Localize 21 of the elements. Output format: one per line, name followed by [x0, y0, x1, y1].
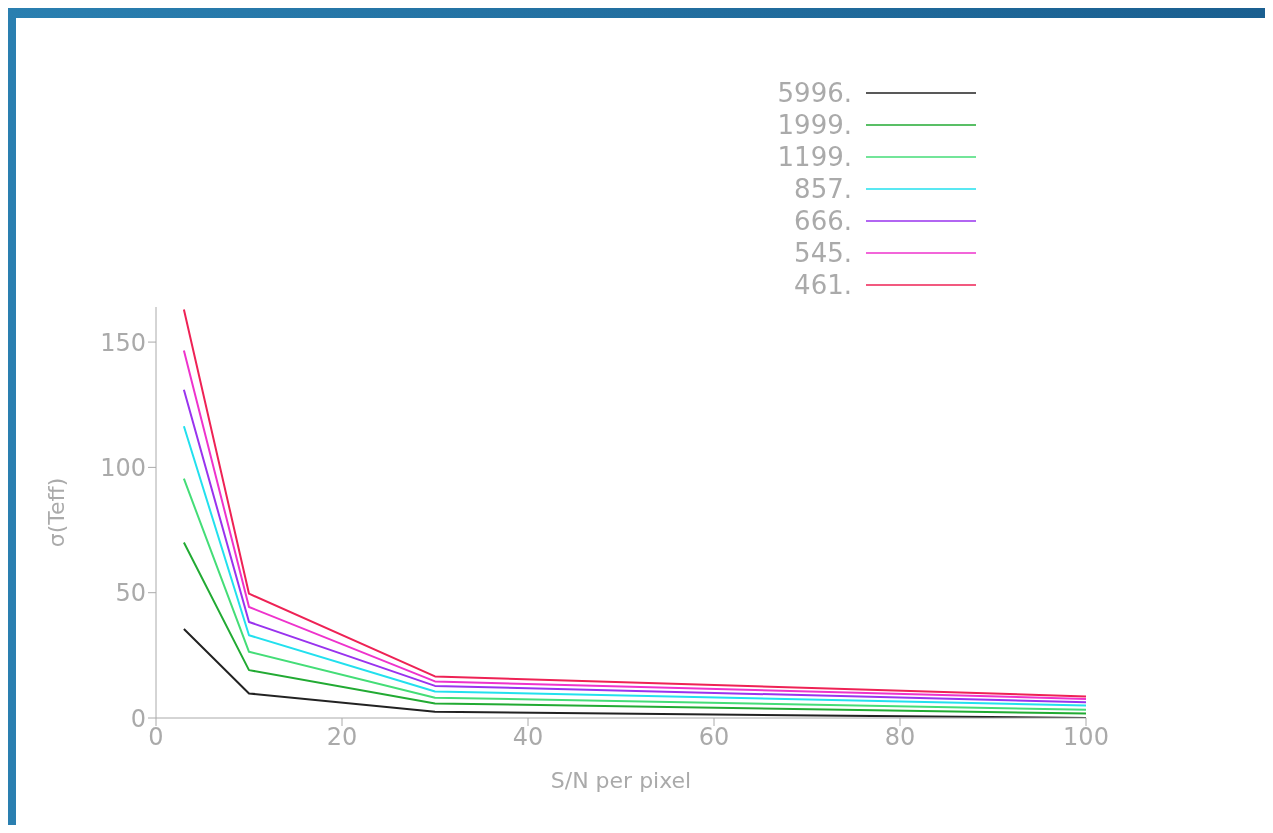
legend-label: 461.: [794, 270, 852, 300]
x-tick-label: 80: [884, 723, 916, 752]
x-tick-label: 100: [1063, 723, 1109, 752]
x-axis-title: S/N per pixel: [550, 768, 692, 793]
legend-label: 545.: [794, 238, 852, 268]
y-axis-title: σ(Teff): [43, 477, 69, 548]
x-tick-label: 60: [698, 723, 730, 752]
x-tick-label: 40: [512, 723, 544, 752]
legend-label: 1199.: [777, 142, 852, 172]
x-tick-label: 0: [148, 723, 164, 752]
legend-label: 666.: [794, 206, 852, 236]
legend-label: 857.: [794, 174, 852, 204]
x-tick-label: 20: [326, 723, 358, 752]
y-tick-label: 100: [100, 453, 146, 482]
y-tick-label: 150: [100, 328, 146, 357]
legend-label: 5996.: [777, 78, 852, 108]
line-series: [182, 477, 1086, 711]
y-tick-label: 0: [130, 704, 146, 733]
legend-label: 1999.: [777, 110, 852, 140]
y-tick-label: 50: [115, 579, 146, 608]
line-series: [182, 541, 1086, 715]
